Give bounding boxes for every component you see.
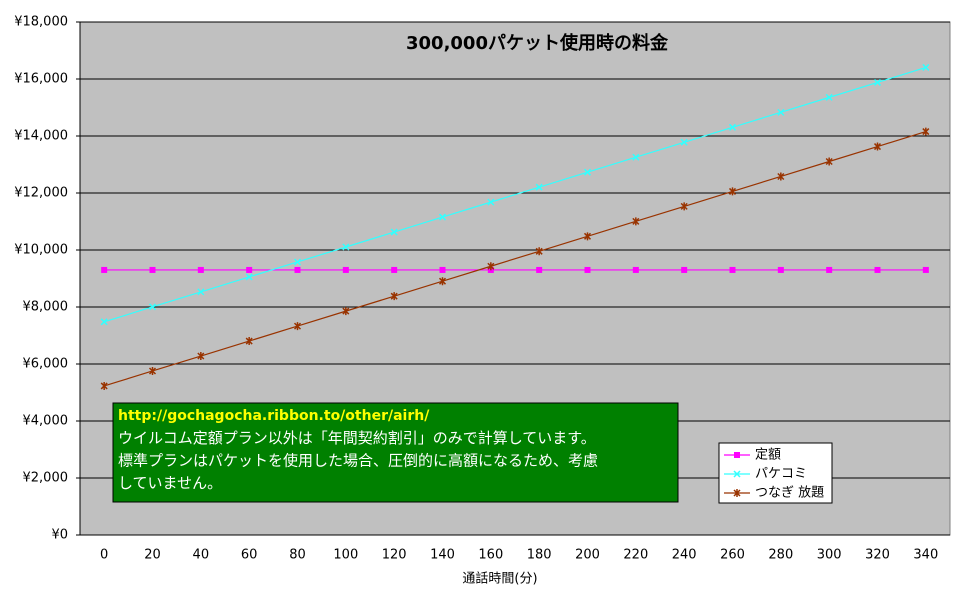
y-tick-label: ¥8,000 [23,300,69,315]
marker [826,266,833,273]
x-tick-label: 0 [100,548,108,563]
annotation-text: http://gochagocha.ribbon.to/other/airh/ [118,408,430,424]
marker [734,452,740,458]
marker [294,266,301,273]
marker [680,202,688,211]
marker [874,266,881,273]
marker [342,307,350,316]
legend-label: 定額 [755,448,781,463]
marker [293,258,302,266]
marker [922,63,930,71]
legend-label: つなぎ 放題 [755,486,824,501]
annotation-text: していません。 [118,474,222,492]
x-tick-label: 260 [720,548,745,563]
x-tick-label: 40 [193,548,210,563]
x-tick-label: 280 [768,548,793,563]
marker [922,266,929,273]
marker [733,470,741,478]
marker [245,273,253,281]
marker [535,183,543,191]
x-tick-label: 340 [913,548,938,563]
x-tick-label: 160 [478,548,503,563]
x-axis-label: 通話時間(分) [462,571,537,587]
marker [438,213,447,221]
marker [777,108,785,116]
marker [584,266,591,273]
marker [777,266,784,273]
series-line [103,66,927,323]
marker [733,489,741,497]
marker [100,381,108,390]
marker [148,366,157,375]
marker [342,243,350,251]
x-tick-label: 180 [527,548,552,563]
y-tick-label: ¥0 [51,528,68,543]
marker [100,318,108,326]
marker [391,266,398,273]
marker [197,288,205,296]
marker [825,157,833,166]
marker [728,187,737,196]
marker [873,142,882,151]
marker [632,217,640,226]
marker [487,198,495,206]
chart-title: 300,000パケット使用時の料金 [406,32,669,54]
x-tick-label: 320 [865,548,890,563]
x-tick-label: 60 [241,548,258,563]
y-tick-label: ¥10,000 [14,243,68,258]
marker [680,138,688,146]
marker [681,266,688,273]
marker [293,322,302,331]
y-tick-label: ¥4,000 [23,414,69,429]
x-tick-label: 200 [575,548,600,563]
marker [438,277,447,286]
marker [535,247,543,256]
marker [536,266,543,273]
marker [197,352,205,361]
x-tick-label: 80 [289,548,306,563]
marker [487,262,495,271]
x-tick-label: 140 [430,548,455,563]
marker [583,168,592,176]
y-tick-label: ¥16,000 [14,72,68,87]
x-tick-label: 220 [623,548,648,563]
x-tick-label: 300 [817,548,842,563]
x-tick-label: 20 [144,548,161,563]
marker [245,337,253,346]
annotation-box [112,402,679,503]
marker [632,153,640,161]
marker [825,93,833,101]
x-tick-label: 240 [672,548,697,563]
y-tick-label: ¥12,000 [14,186,68,201]
marker [439,266,446,273]
marker [342,266,349,273]
annotation-text: 標準プランはパケットを使用した場合、圧倒的に高額になるため、考慮 [118,452,598,470]
marker [390,292,398,301]
marker [632,266,639,273]
series-line [103,131,927,387]
marker [148,303,157,311]
marker [101,266,108,273]
marker [197,266,204,273]
marker [777,172,785,181]
marker [390,228,398,236]
marker [922,127,930,136]
x-tick-label: 120 [382,548,407,563]
marker [873,78,882,86]
legend-label: パケコミ [755,467,807,482]
x-tick-label: 100 [333,548,358,563]
y-tick-label: ¥2,000 [23,471,69,486]
marker [246,266,253,273]
annotation-text: ウイルコム定額プラン以外は「年間契約割引」のみで計算しています。 [118,429,596,447]
y-tick-label: ¥14,000 [14,129,68,144]
y-tick-label: ¥18,000 [14,15,68,30]
marker [728,123,737,131]
marker [729,266,736,273]
marker [149,266,156,273]
marker [583,232,592,241]
annotation: http://gochagocha.ribbon.to/other/airh/ウ… [112,402,679,503]
y-tick-label: ¥6,000 [23,357,69,372]
